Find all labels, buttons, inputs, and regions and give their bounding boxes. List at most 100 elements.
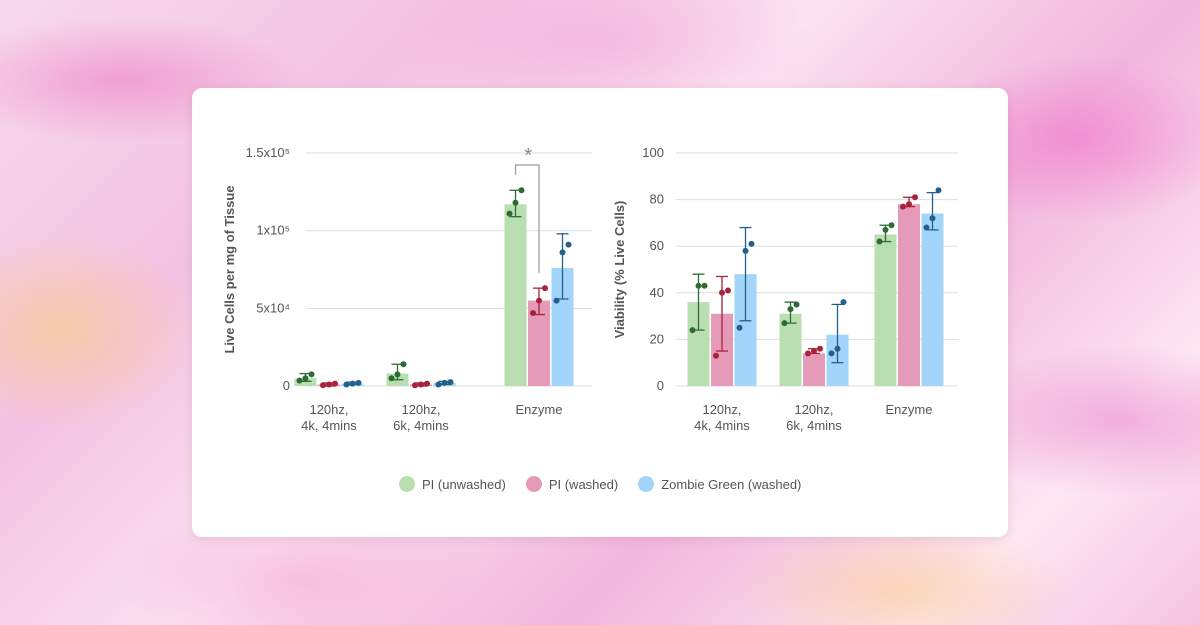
data-point-pi-washed (912, 194, 918, 201)
data-point-pi-unwashed (302, 375, 309, 382)
x-category-label: 120hz, (309, 402, 348, 417)
data-point-pi-washed (530, 309, 536, 316)
bar-zombie-green-washed (921, 213, 944, 386)
x-category-label: 4k, 4mins (301, 418, 357, 433)
data-point-zombie-green-washed (840, 299, 847, 306)
significance-bracket (514, 164, 540, 273)
data-point-pi-washed (900, 203, 906, 210)
data-point-pi-unwashed (400, 361, 407, 368)
data-point-zombie-green-washed (559, 249, 566, 256)
data-point-pi-unwashed (512, 199, 519, 206)
bar-zombie-green-washed (734, 274, 757, 386)
bar-zombie-green-washed (551, 267, 574, 386)
y-tick-label: 1x10⁵ (256, 223, 290, 238)
data-point-pi-unwashed (793, 301, 800, 308)
data-point-zombie-green-washed (349, 380, 356, 387)
y-tick-label: 40 (650, 285, 664, 300)
bar-pi-unwashed (779, 313, 802, 386)
bar-pi-unwashed (504, 204, 527, 386)
x-category-label: 4k, 4mins (694, 418, 750, 433)
data-point-pi-washed (805, 350, 811, 357)
data-point-pi-unwashed (781, 320, 788, 327)
bar-pi-washed (898, 204, 920, 386)
legend-label-zombie-green: Zombie Green (washed) (661, 476, 802, 492)
y-tick-label: 0 (657, 378, 664, 393)
legend-item-pi-washed: PI (washed) (525, 476, 619, 492)
data-point-zombie-green-washed (748, 240, 755, 247)
data-point-pi-unwashed (506, 210, 513, 217)
data-point-pi-washed (713, 352, 719, 359)
data-point-pi-washed (536, 297, 542, 304)
data-point-zombie-green-washed (736, 324, 743, 331)
y-axis-title: Live Cells per mg of Tissue (222, 185, 237, 353)
bar-pi-unwashed (687, 302, 710, 386)
data-point-zombie-green-washed (553, 297, 560, 304)
data-point-zombie-green-washed (834, 345, 841, 352)
chart-card: 0 5x10⁴ 1x10⁵ 1.5x10⁵ Live Cells per mg of T… (192, 88, 1008, 537)
legend-label-pi-washed: PI (washed) (548, 476, 619, 492)
data-point-zombie-green-washed (565, 241, 572, 248)
data-point-pi-unwashed (308, 371, 315, 378)
data-point-pi-washed (332, 380, 338, 387)
significance-star: * (524, 145, 532, 167)
bar-pi-washed (528, 300, 550, 386)
data-point-pi-unwashed (876, 238, 883, 245)
data-point-pi-washed (418, 381, 424, 388)
x-category-label: 120hz, (794, 402, 833, 417)
x-category-label: Enzyme (886, 402, 933, 417)
legend-swatch-zombie-green (638, 476, 655, 492)
data-point-zombie-green-washed (742, 247, 749, 254)
data-point-pi-washed (424, 380, 430, 387)
x-category-label: 6k, 4mins (786, 418, 842, 433)
data-point-zombie-green-washed (355, 379, 362, 386)
data-point-pi-washed (320, 382, 326, 389)
x-category-label: 6k, 4mins (393, 418, 449, 433)
x-category-label: 120hz, (401, 402, 440, 417)
y-tick-label: 20 (650, 331, 664, 346)
data-point-pi-unwashed (518, 187, 525, 194)
chart-1: 0 5x10⁴ 1x10⁵ 1.5x10⁵ Live Cells per mg of T… (222, 145, 592, 433)
data-point-pi-unwashed (394, 371, 401, 378)
data-point-zombie-green-washed (828, 350, 835, 357)
y-tick-label: 60 (650, 238, 664, 253)
data-point-zombie-green-washed (447, 379, 454, 386)
data-point-pi-unwashed (701, 282, 708, 289)
charts-canvas: 0 5x10⁴ 1x10⁵ 1.5x10⁵ Live Cells per mg of T… (222, 145, 958, 433)
y-tick-label: 100 (642, 145, 664, 160)
data-point-pi-unwashed (388, 375, 395, 382)
bar-pi-washed (803, 353, 825, 386)
y-axis-title: Viability (% Live Cells) (612, 201, 627, 339)
y-tick-label: 0 (283, 378, 290, 393)
y-tick-label: 80 (650, 192, 664, 207)
data-point-pi-unwashed (689, 327, 696, 334)
x-category-label: Enzyme (516, 402, 563, 417)
data-point-pi-unwashed (296, 377, 303, 384)
data-point-zombie-green-washed (935, 187, 942, 194)
data-point-pi-washed (326, 381, 332, 388)
legend-item-pi-unwashed: PI (unwashed) (399, 476, 506, 492)
legend-item-zombie-green: Zombie Green (washed) (638, 476, 801, 492)
data-point-pi-washed (412, 382, 418, 389)
data-point-pi-washed (906, 201, 912, 208)
data-point-pi-unwashed (787, 306, 794, 313)
y-tick-label: 1.5x10⁵ (246, 145, 290, 160)
data-point-pi-washed (725, 287, 731, 294)
x-category-label: 120hz, (702, 402, 741, 417)
data-point-zombie-green-washed (435, 381, 442, 388)
legend-label-pi-unwashed: PI (unwashed) (422, 476, 506, 492)
data-point-pi-washed (811, 348, 817, 355)
data-point-zombie-green-washed (343, 381, 350, 388)
legend: PI (unwashed) PI (washed) Zombie Green (… (399, 476, 801, 492)
legend-swatch-pi-unwashed (399, 476, 415, 492)
data-point-pi-unwashed (882, 226, 889, 233)
data-point-pi-washed (817, 345, 823, 352)
bar-pi-unwashed (874, 234, 897, 386)
data-point-zombie-green-washed (923, 224, 930, 231)
data-point-zombie-green-washed (929, 215, 936, 222)
data-point-pi-washed (719, 289, 725, 296)
bar-pi-unwashed (294, 378, 317, 386)
legend-swatch-pi-washed (525, 476, 542, 492)
data-point-pi-washed (542, 285, 548, 292)
y-tick-label: 5x10⁴ (256, 300, 290, 315)
